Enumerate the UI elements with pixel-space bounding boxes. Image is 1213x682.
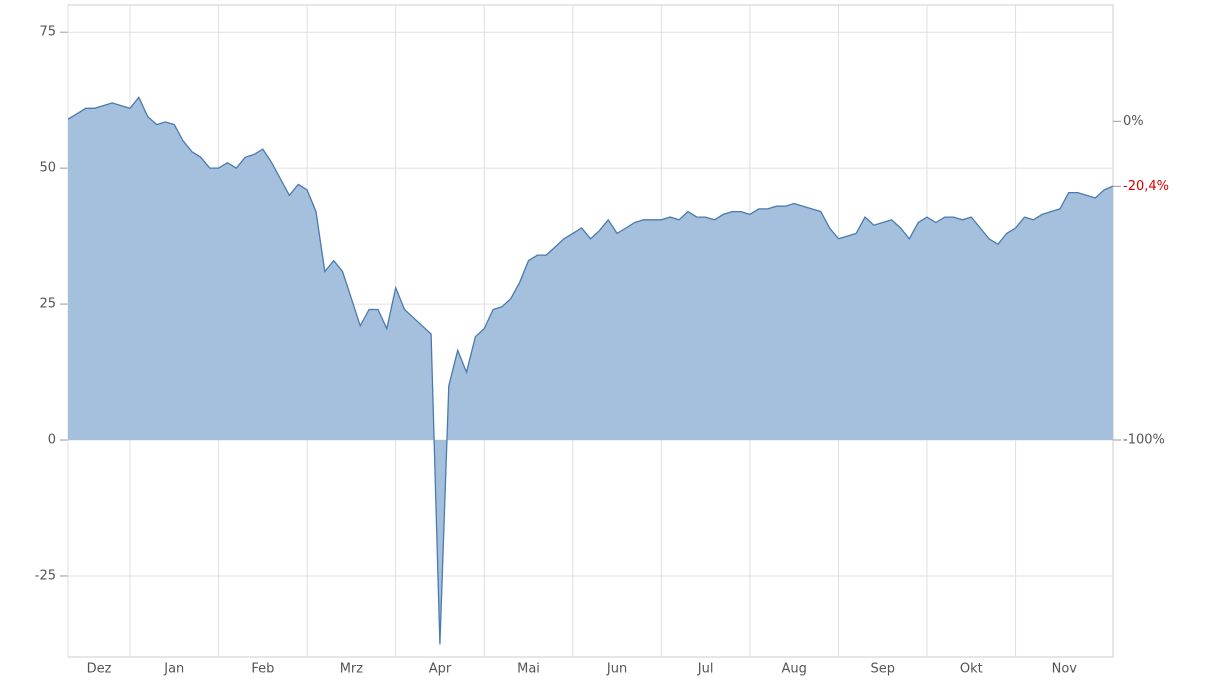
x-tick-label: Apr	[429, 662, 452, 677]
x-tick-label: Okt	[960, 662, 983, 677]
x-tick-label: Jan	[163, 662, 184, 677]
line	[67, 96, 1114, 645]
x-tick-label: Nov	[1052, 662, 1078, 677]
y-tick-label: 50	[39, 161, 56, 176]
y-tick-label: -25	[35, 568, 56, 583]
y-tick-label: 0	[48, 433, 56, 448]
x-tick-label: Feb	[251, 662, 274, 677]
x-tick-label: Sep	[870, 662, 895, 677]
x-tick-label: Aug	[781, 662, 806, 677]
y2-tick-label: -20,4%	[1123, 179, 1169, 194]
y-tick-label: 25	[39, 297, 56, 312]
x-tick-label: Mai	[517, 662, 540, 677]
y2-tick-label: 0%	[1123, 114, 1144, 129]
x-tick-label: Dez	[87, 662, 112, 677]
x-tick-label: Mrz	[340, 662, 364, 677]
y2-tick-label: -100%	[1123, 432, 1165, 447]
area	[68, 97, 1113, 645]
x-tick-label: Jun	[606, 662, 627, 677]
x-tick-label: Jul	[697, 662, 714, 677]
y-tick-label: 75	[39, 25, 56, 40]
